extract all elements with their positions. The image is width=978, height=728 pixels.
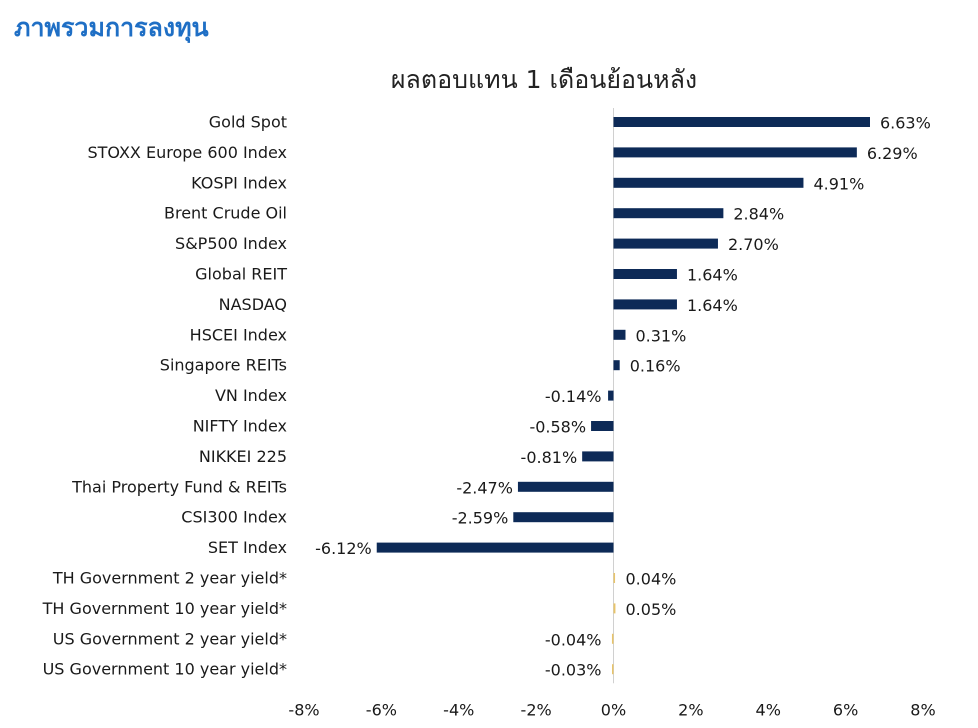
category-label: KOSPI Index [191,173,287,192]
bar-15 [613,573,616,583]
x-tick-label: 8% [910,701,935,720]
category-label: Singapore REITs [160,356,287,375]
bar-11 [582,451,614,462]
bar-16 [613,603,616,614]
bar-4 [613,238,718,249]
value-label: -0.14% [545,387,602,406]
value-label: 2.70% [728,235,779,254]
category-label: Brent Crude Oil [164,204,287,223]
page-title: ภาพรวมการลงทุน [14,13,209,42]
value-label: 2.84% [733,205,784,224]
value-label: -0.81% [521,448,578,467]
value-label: -2.59% [452,509,509,528]
bar-18 [612,664,614,675]
bar-12 [517,481,614,492]
x-tick-label: 0% [601,701,626,720]
bar-10 [591,421,614,431]
value-label: 4.91% [813,174,864,193]
category-label: NASDAQ [219,295,287,314]
value-label: 0.16% [630,357,681,376]
value-label: -0.03% [545,661,602,680]
x-tick-label: -2% [521,701,552,720]
category-label: US Government 2 year yield* [53,629,287,648]
category-label: US Government 10 year yield* [43,660,287,679]
bar-2 [613,177,804,188]
category-label: Gold Spot [209,113,287,132]
x-tick-label: 6% [833,701,858,720]
chart-title: ผลตอบแทน 1 เดือนย้อนหลัง [390,65,698,94]
x-tick-label: -8% [288,701,319,720]
value-label: 0.31% [635,326,686,345]
bar-8 [613,360,620,371]
x-tick-label: 2% [678,701,703,720]
bar-5 [613,269,677,279]
value-label: 0.04% [626,570,677,589]
category-label: NIKKEI 225 [199,447,287,466]
bar-3 [613,208,724,219]
bar-0 [613,117,870,127]
x-tick-label: 4% [756,701,781,720]
bar-1 [613,147,857,158]
bar-14 [376,542,614,553]
category-label: CSI300 Index [181,508,287,527]
value-label: 1.64% [687,266,738,285]
value-label: -0.58% [529,418,586,437]
category-label: TH Government 2 year yield* [52,569,287,588]
category-label: STOXX Europe 600 Index [87,143,287,162]
x-tick-label: -4% [443,701,474,720]
value-label: -0.04% [545,630,602,649]
category-label: NIFTY Index [193,417,287,436]
category-label: SET Index [208,538,287,557]
bar-17 [611,633,614,644]
category-label: Thai Property Fund & REITs [71,477,287,496]
value-label: -6.12% [315,539,372,558]
value-label: 6.63% [880,114,931,133]
category-label: TH Government 10 year yield* [42,599,287,618]
bar-9 [608,390,614,401]
bar-13 [513,512,614,523]
value-label: -2.47% [456,478,513,497]
value-label: 0.05% [626,600,677,619]
bar-6 [613,299,677,310]
bar-7 [613,329,626,340]
category-label: S&P500 Index [175,234,287,253]
category-label: HSCEI Index [190,325,287,344]
category-label: VN Index [215,386,287,405]
category-label: Global REIT [195,265,287,284]
value-label: 1.64% [687,296,738,315]
value-label: 6.29% [867,144,918,163]
x-tick-label: -6% [366,701,397,720]
